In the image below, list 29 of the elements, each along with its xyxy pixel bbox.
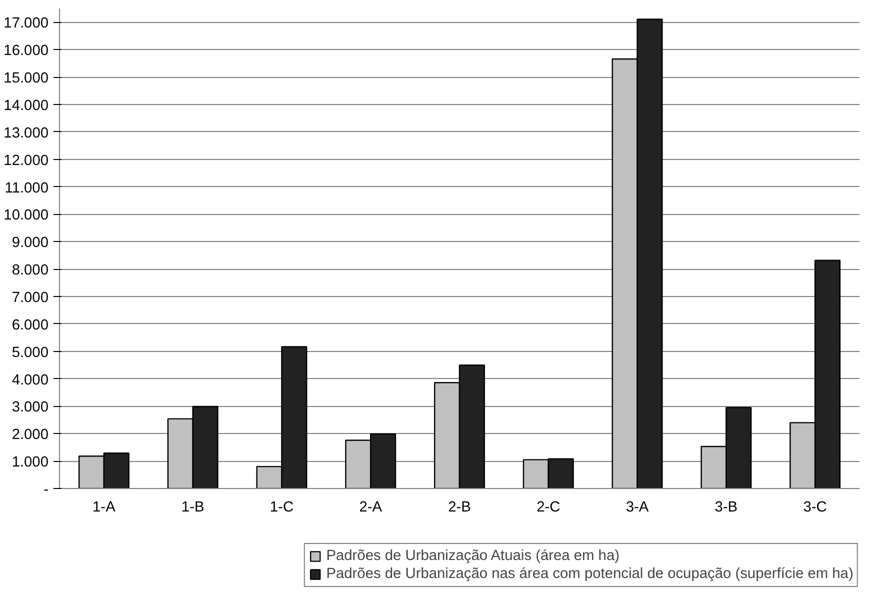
x-tick-label: 2-B: [448, 500, 471, 516]
x-tick-label: 3-B: [714, 500, 738, 516]
x-tick-label: 2-A: [359, 500, 382, 516]
y-tick-label: 8.000: [12, 262, 49, 279]
x-tick-label: 2-C: [536, 500, 561, 516]
y-tick-label: 2.000: [12, 427, 49, 444]
y-tick-label: 12.000: [4, 152, 48, 169]
x-tick-label: 3-A: [626, 500, 649, 516]
y-tick-label: 16.000: [4, 43, 48, 60]
y-tick-label: 5.000: [12, 344, 49, 361]
y-tick-label: 15.000: [4, 70, 48, 87]
y-tick-label: 4.000: [12, 372, 49, 388]
x-tick-label: 1-B: [181, 500, 204, 516]
legend-label: Padrões de Urbanização Atuais (área em ha): [326, 548, 620, 564]
y-tick-label: 7.000: [12, 290, 49, 306]
y-tick-label: 9.000: [12, 235, 49, 252]
y-tick-label: 14.000: [4, 98, 48, 114]
x-tick-label: 3-C: [803, 500, 828, 516]
x-tick-label: 1-A: [92, 500, 116, 516]
y-tick-label: 10.000: [4, 208, 48, 224]
y-tick-label: 6.000: [12, 317, 49, 334]
y-tick-label: 11.000: [4, 180, 49, 196]
y-tick-label: 13.000: [4, 125, 48, 142]
legend-label: Padrões de Urbanização nas área com potencial de ocupação (superfície em ha): [326, 566, 854, 582]
y-tick-label: 3.000: [12, 400, 49, 416]
y-tick-label: 17.000: [4, 16, 48, 32]
x-tick-label: 1-C: [270, 500, 294, 516]
y-tick-label: 1.000: [12, 454, 49, 471]
y-tick-label: -: [44, 482, 49, 498]
